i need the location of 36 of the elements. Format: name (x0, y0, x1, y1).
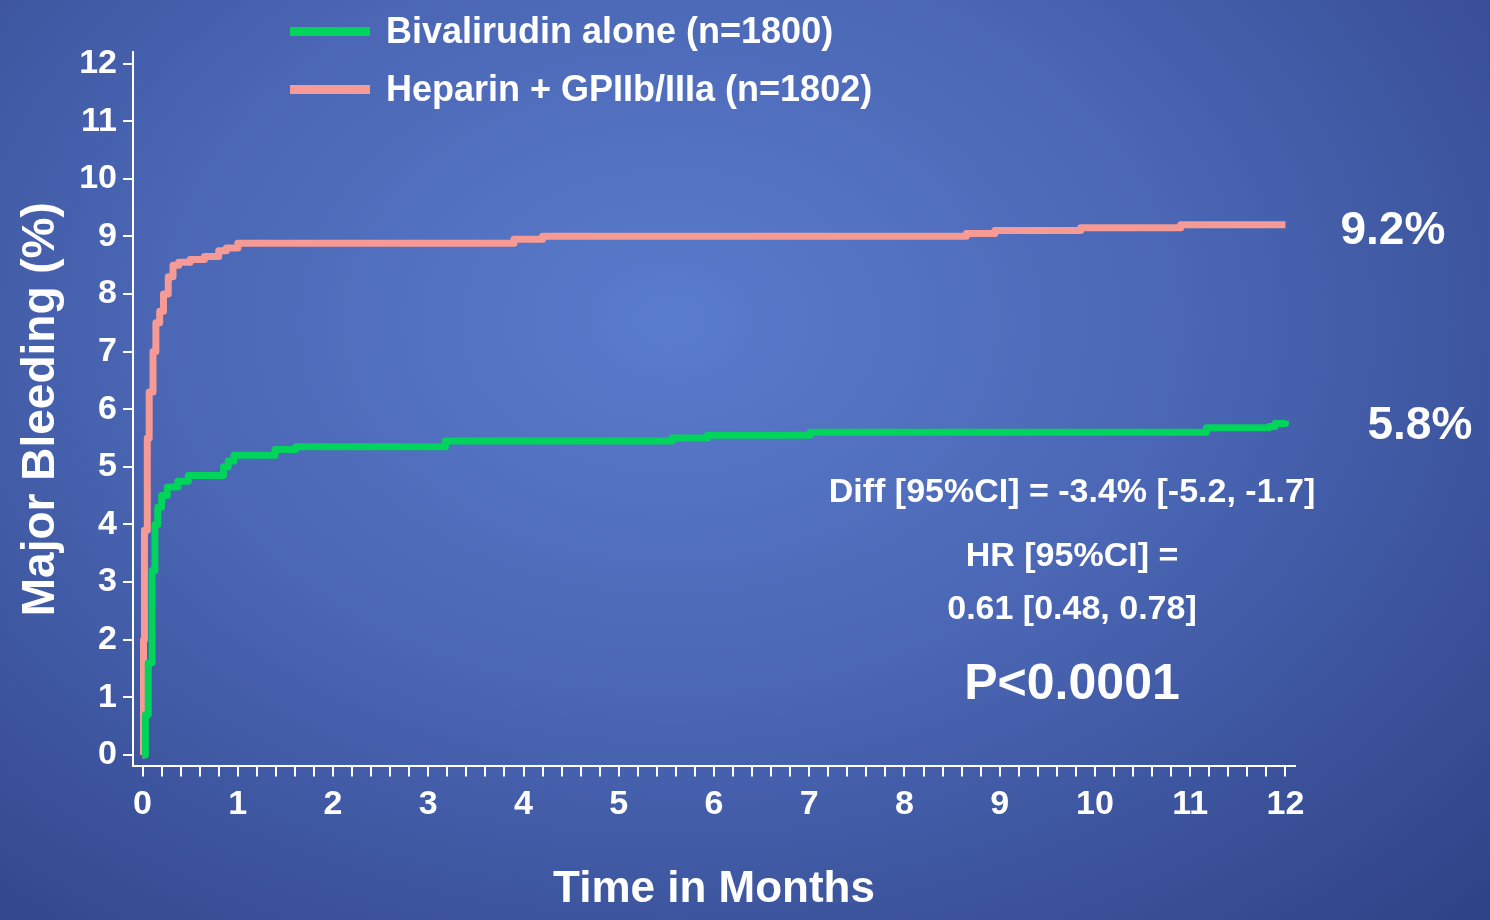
annotation: P<0.0001 (964, 653, 1180, 710)
legend-label: Bivalirudin alone (n=1800) (386, 10, 834, 52)
y-tick-label: 12 (79, 41, 118, 80)
y-tick-label: 11 (81, 99, 118, 138)
y-tick-label: 9 (98, 214, 118, 253)
y-axis-title: Major Bleeding (%) (12, 202, 65, 617)
y-tick-label: 1 (98, 675, 118, 714)
y-tick-label: 0 (98, 733, 118, 772)
y-tick-label: 6 (98, 387, 118, 426)
y-tick-label: 5 (98, 445, 118, 484)
x-tick-label: 1 (228, 783, 248, 822)
y-tick-label: 3 (98, 560, 118, 599)
y-tick-label: 7 (98, 329, 118, 368)
x-tick-label: 12 (1266, 783, 1305, 822)
x-tick-label: 0 (133, 783, 152, 822)
x-tick-label: 6 (704, 783, 724, 822)
y-tick-label: 4 (98, 502, 118, 541)
annotation: 5.8% (1367, 397, 1473, 450)
x-tick-label: 9 (990, 783, 1010, 822)
x-tick-label: 2 (323, 783, 343, 822)
x-tick-label: 8 (895, 783, 914, 822)
annotation: 0.61 [0.48, 0.78] (947, 588, 1197, 627)
x-tick-label: 7 (799, 783, 819, 822)
annotation: 9.2% (1340, 201, 1446, 254)
legend-label: Heparin + GPIIb/IIIa (n=1802) (386, 68, 873, 110)
y-tick-label: 2 (98, 618, 118, 657)
annotation: Diff [95%CI] = -3.4% [-5.2, -1.7] (828, 471, 1316, 510)
x-tick-label: 11 (1172, 783, 1209, 822)
y-tick-label: 10 (79, 157, 118, 196)
annotation: HR [95%CI] = (965, 535, 1179, 574)
x-tick-label: 3 (418, 783, 438, 822)
x-tick-label: 10 (1076, 783, 1114, 822)
x-axis-title: Time in Months (553, 861, 875, 911)
x-tick-label: 4 (514, 783, 534, 822)
y-tick-label: 8 (98, 272, 118, 311)
x-tick-label: 5 (609, 783, 629, 822)
